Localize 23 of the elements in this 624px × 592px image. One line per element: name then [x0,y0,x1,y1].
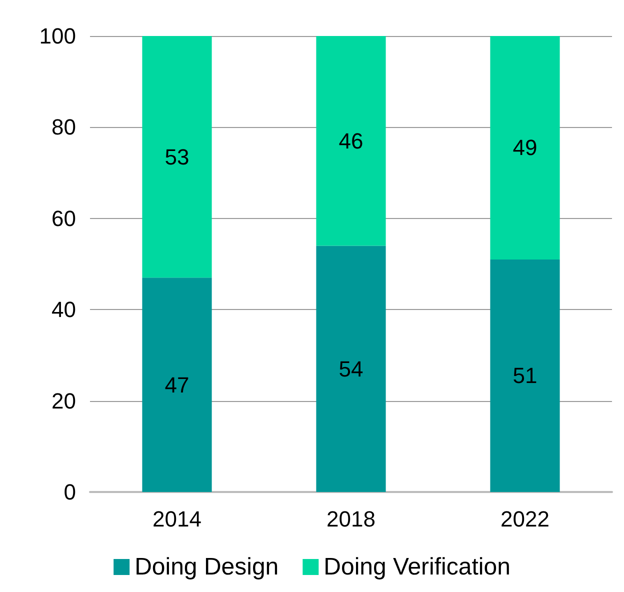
bar [316,246,386,492]
y-tick-label: 100 [39,24,76,48]
bar [490,259,560,492]
data-label: 51 [512,363,538,388]
legend-label: Doing Verification [324,554,510,580]
data-label: 46 [338,128,364,154]
data-label: 53 [164,144,190,170]
legend-label: Doing Design [134,554,279,580]
x-tick-label: 2018 [326,506,376,532]
data-label: 49 [512,135,538,160]
y-tick-label: 0 [64,480,76,504]
bar [142,36,212,278]
data-label: 54 [338,356,364,382]
x-tick-label: 2014 [152,506,202,532]
data-label: 47 [164,372,190,398]
bar [316,36,386,246]
y-tick-label: 20 [52,388,76,414]
bar [490,36,560,260]
y-tick-label: 80 [52,114,76,140]
y-tick-label: 60 [52,206,76,231]
bar [142,278,212,492]
y-tick-label: 40 [52,297,76,322]
x-tick-label: 2022 [500,506,550,532]
